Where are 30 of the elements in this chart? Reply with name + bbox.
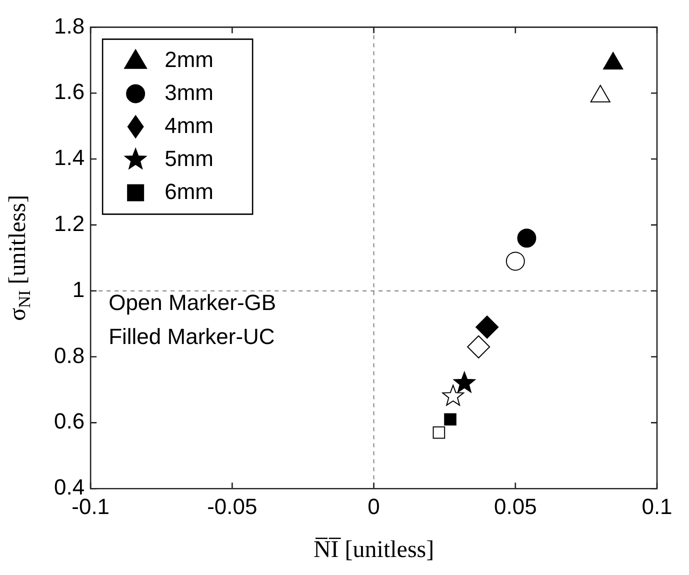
x-tick-label: -0.05 xyxy=(207,494,258,519)
point xyxy=(442,384,464,406)
point xyxy=(444,413,456,426)
point xyxy=(453,372,476,393)
point xyxy=(603,52,624,70)
y-tick-label: 0.6 xyxy=(54,408,85,434)
point xyxy=(506,252,525,271)
y-tick-label: 1.6 xyxy=(54,79,85,104)
point xyxy=(467,335,490,358)
y-tick-label: 1.4 xyxy=(54,145,85,170)
point xyxy=(590,84,610,102)
legend-label: 2mm xyxy=(164,46,214,72)
point xyxy=(517,228,536,248)
legend-label: 5mm xyxy=(164,146,214,171)
y-tick-label: 1 xyxy=(72,276,85,302)
x-tick-label: 0.05 xyxy=(494,494,537,519)
point xyxy=(476,316,499,339)
annotation: Filled Marker-UC xyxy=(108,324,275,349)
point xyxy=(432,426,446,439)
x-tick-label: 0.1 xyxy=(642,494,672,519)
y-tick-label: 0.8 xyxy=(54,342,85,368)
legend-label: 3mm xyxy=(164,80,214,105)
legend-label: 6mm xyxy=(164,178,214,204)
y-tick-label: 1.2 xyxy=(54,211,85,236)
y-axis-title: σNI [unitless] xyxy=(4,194,34,321)
y-tick-label: 1.8 xyxy=(54,13,85,38)
x-axis-title: N̅I̅ [unitless] xyxy=(313,536,434,563)
x-tick-label: 0 xyxy=(368,494,380,519)
annotation: Open Marker-GB xyxy=(108,290,276,315)
legend-label: 4mm xyxy=(164,112,214,138)
